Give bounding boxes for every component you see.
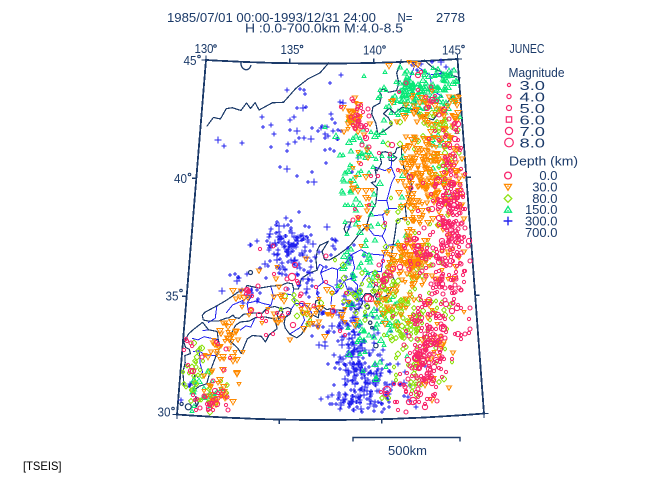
svg-text:7.0: 7.0: [520, 124, 546, 139]
svg-text:Depth (km): Depth (km): [509, 154, 578, 169]
svg-text:35: 35: [166, 290, 179, 304]
svg-text:2778: 2778: [436, 10, 465, 25]
svg-text:300.0: 300.0: [525, 214, 558, 229]
svg-text:5.0: 5.0: [520, 101, 546, 116]
svg-text:500km: 500km: [388, 443, 427, 458]
svg-text:145: 145: [442, 44, 461, 58]
svg-text:40: 40: [174, 172, 187, 186]
svg-text:0.0: 0.0: [539, 168, 557, 183]
svg-text:30.0: 30.0: [532, 180, 557, 195]
svg-text:1985/07/01 00:00-1993/12/31 24: 1985/07/01 00:00-1993/12/31 24:00: [167, 10, 376, 25]
svg-text:JUNEC: JUNEC: [510, 41, 545, 56]
svg-text:3.0: 3.0: [520, 78, 546, 93]
svg-text:45: 45: [184, 54, 197, 68]
svg-text:700.0: 700.0: [525, 225, 558, 240]
svg-text:H :0.0-700.0km M:4.0-8.5: H :0.0-700.0km M:4.0-8.5: [245, 21, 403, 36]
svg-text:4.0: 4.0: [520, 90, 546, 105]
svg-text:8.0: 8.0: [520, 136, 546, 151]
svg-text:135: 135: [281, 43, 300, 57]
svg-text:150.0: 150.0: [525, 202, 558, 217]
svg-text:80.0: 80.0: [532, 191, 557, 206]
svg-text:Magnitude: Magnitude: [509, 65, 565, 80]
svg-text:6.0: 6.0: [520, 113, 546, 128]
svg-text:130: 130: [195, 42, 214, 56]
svg-text:[TSEIS]: [TSEIS]: [23, 459, 62, 473]
svg-text:N=: N=: [398, 10, 413, 25]
svg-text:140: 140: [363, 44, 382, 58]
svg-text:30: 30: [158, 406, 171, 420]
